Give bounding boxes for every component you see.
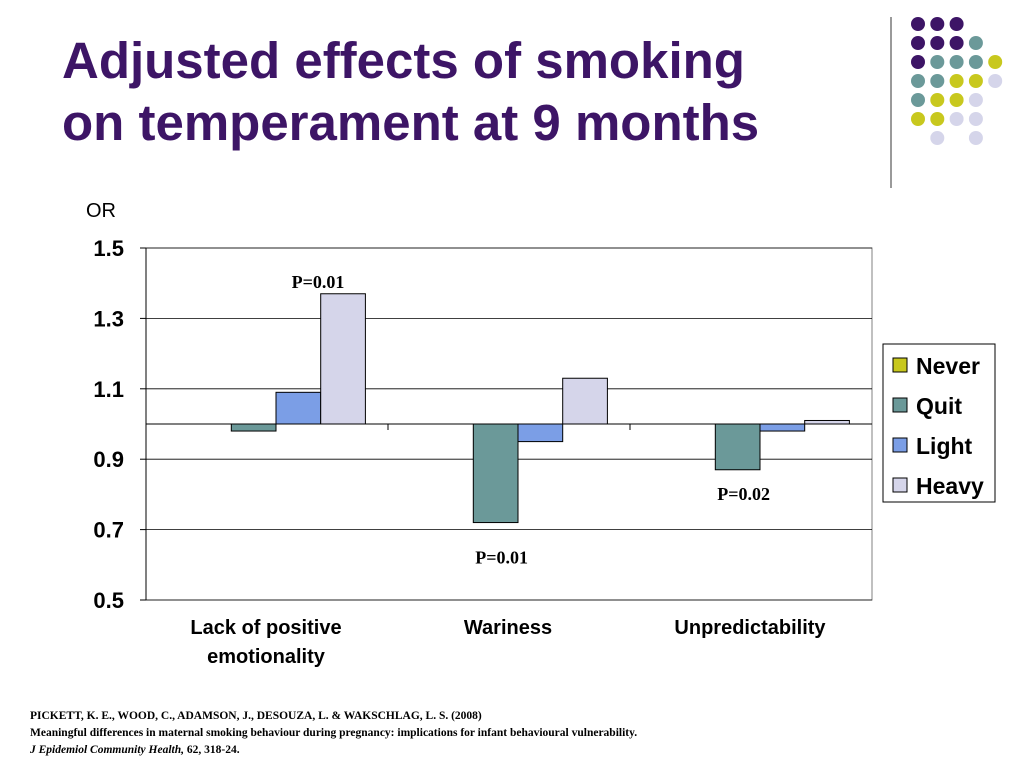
p-value-annotation: P=0.01 (475, 548, 528, 568)
citation-authors: PICKETT, K. E., WOOD, C., ADAMSON, J., D… (30, 710, 482, 722)
slide-title-line-2: on temperament at 9 months (62, 94, 760, 151)
legend-label: Heavy (916, 473, 984, 499)
bar-light (759, 423, 806, 432)
legend-label: Never (916, 353, 980, 379)
y-tick-label: 1.1 (93, 377, 124, 402)
legend-swatch (892, 397, 908, 413)
citation-source: J Epidemiol Community Health, 62, 318-24… (30, 742, 990, 759)
bar-heavy (804, 419, 850, 425)
bar-heavy (562, 377, 608, 425)
bar-quit (714, 423, 761, 471)
y-tick-label: 0.5 (93, 588, 124, 613)
y-tick-label: 1.3 (93, 306, 124, 331)
p-value-annotation: P=0.01 (292, 272, 345, 292)
p-value-annotation: P=0.02 (717, 484, 770, 504)
x-category-label: Wariness (464, 617, 552, 639)
bar-quit (472, 423, 519, 524)
legend: Never Quit Light Heavy (882, 343, 996, 503)
legend-swatch (892, 357, 908, 373)
citation: PICKETT, K. E., WOOD, C., ADAMSON, J., D… (30, 708, 990, 759)
bar-light (517, 423, 564, 443)
y-tick-label: 0.7 (93, 518, 124, 543)
legend-label: Quit (916, 393, 962, 419)
title-divider-line (890, 17, 892, 188)
citation-volume: 62, 318-24. (184, 744, 240, 756)
citation-article: Meaningful differences in maternal smoki… (30, 727, 638, 739)
legend-swatch (892, 437, 908, 453)
y-tick-label: 0.9 (93, 447, 124, 472)
slide-title-line-1: Adjusted effects of smoking (62, 32, 745, 89)
citation-journal: J Epidemiol Community Health, (30, 744, 184, 756)
y-axis-label: OR (86, 200, 116, 222)
bar-quit (230, 423, 277, 432)
x-category-label: emotionality (207, 646, 326, 668)
slide-title: Adjusted effects of smoking on temperame… (62, 30, 862, 154)
bar-light (275, 391, 322, 425)
x-category-label: Lack of positive (190, 617, 341, 639)
bar-chart: 0.5 0.7 0.9 1.1 1.3 1.5 P=0.01 P=0.01 P=0.02 Lack… (93, 236, 996, 668)
x-category-label: Unpredictability (674, 617, 826, 639)
legend-swatch (892, 477, 908, 493)
bar-heavy (320, 293, 366, 425)
y-tick-label: 1.5 (93, 236, 124, 261)
legend-label: Light (916, 433, 973, 459)
